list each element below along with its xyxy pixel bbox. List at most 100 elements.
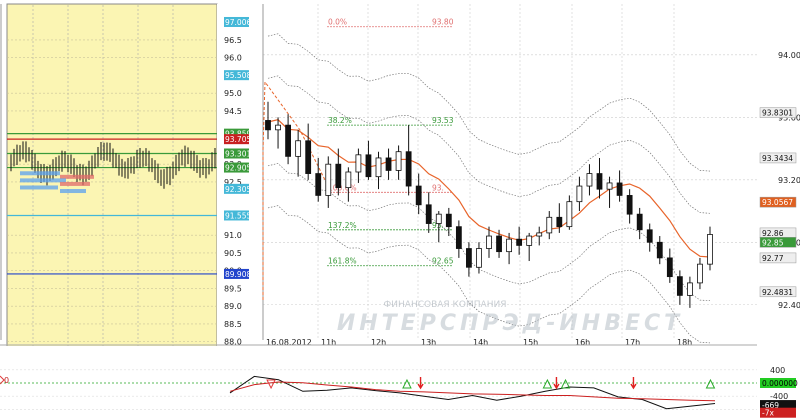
right-price-tag-label: 93.8301 [762,109,793,118]
candle-body-down [656,241,663,259]
candle-body-up [476,248,482,268]
right-price-tag-label: 92.4831 [762,288,793,297]
right-tick-label: 92.40 [778,301,800,310]
candle-body-down [335,163,342,189]
candle-body-down [315,173,322,196]
fibonacci-percent-label: 0.0% [328,18,347,27]
candle-body-down [596,173,603,190]
time-tick-label: 15h [523,338,538,347]
left-chart-background [6,3,218,405]
candle-body-up [546,216,553,234]
candle-body-up [486,235,492,249]
candle-body-down [455,226,462,249]
candle-body-up [536,232,543,237]
fibonacci-price-label: 93.80 [432,18,454,27]
candle-body-up [697,263,703,284]
fibonacci-price-label: 93. [432,221,444,230]
time-tick-label: 16h [575,338,590,347]
candle-body-down [516,238,523,246]
left-tick-label: 88.5 [224,320,242,329]
buy-signal-triangle [542,378,553,389]
candle-body-up [295,140,302,157]
left-price-tag [224,183,249,194]
sell-arrow-marker [630,377,637,390]
right-price-tag [759,107,797,118]
sell-signal-triangle [266,379,276,390]
osc-left-marker [0,375,5,385]
candle-body-up [345,171,352,189]
candle-body-down [636,213,643,231]
time-tick-label: 18h [677,338,692,347]
left-price-tag-label: 92.305 [225,185,251,194]
left-tick-label: 92.5 [224,178,242,187]
right-price-tag [759,237,797,248]
candle-body-up [375,157,382,178]
right-price-tag [759,196,797,208]
left-price-tag-label: 97.006 [225,18,251,27]
left-price-tag-label: 89.908 [225,270,251,279]
candle-body-down [646,229,653,243]
right-price-tag-label: 92.77 [762,254,784,263]
left-tick-label: 96.5 [224,36,242,45]
candle-body-up [576,185,583,203]
watermark-line2: ИНТЕРСПРЭД-ИНВЕСТ [337,311,683,336]
candle-body-down [415,185,422,206]
candlestick-series [265,101,713,308]
osc-level-tag-label: -7x [762,409,774,418]
left-price-tag-label: 92.905 [225,164,251,173]
left-tick-label: 89.0 [224,302,242,311]
candle-body-down [496,235,502,253]
right-axis-background [757,0,800,420]
left-price-tag-label: 93.705 [225,135,251,144]
buy-signal-triangle [705,378,716,389]
right-price-tag [759,152,797,164]
osc-level-tag-label: 0.000000 [762,379,798,388]
left-tick-label: 94.5 [224,107,242,116]
candle-body-down [556,216,563,228]
left-price-tag [224,70,249,81]
candle-body-up [687,282,693,296]
volume-profile-block [20,171,60,176]
volume-profile-block [60,174,94,179]
candle-body-up [586,173,593,187]
candle-body-up [395,151,402,171]
candle-body-down [385,157,392,171]
left-price-tag-label: 93.859 [225,130,251,139]
time-axis: 16.08.2012 11h 12h 13h 14h 15h 16h 17h 18h [266,338,692,347]
left-tick-label: 91.0 [224,231,242,240]
osc-level-tag [760,378,796,388]
left-tick-label: 95.0 [224,89,242,98]
right-price-tag-label: 93.3434 [762,154,793,163]
candle-body-up [707,234,713,265]
right-price-tag-label: 92.86 [762,229,784,238]
candle-body-down [616,182,623,196]
candle-body-up [506,238,512,253]
fibonacci-percent-label: 38.2% [328,116,352,125]
right-tick-label: 94.00 [778,51,800,60]
candle-body-up [606,182,613,190]
right-price-tag-label: 92.85 [762,238,784,247]
candle-body-down [626,195,633,215]
time-tick-label: 14h [473,338,488,347]
fibonacci-price-label: 93. [432,183,444,192]
sell-arrow-marker [417,377,424,390]
candle-body-down [445,213,452,228]
zigzag-line [262,80,331,300]
left-price-axis: 86.587.087.588.088.589.089.590.090.591.0… [217,4,251,404]
osc-tick-label: -400 [770,392,788,401]
left-price-tag [224,128,249,139]
left-price-tag-label: 93.301 [225,149,251,158]
watermark-line1: ФИНАНСОВАЯ КОМПАНИЯ [384,300,507,310]
fibonacci-levels: 0.0% 93.80 38.2% 93.53 100.0% 93. 137.2% 93. 161… [327,18,454,267]
time-tick-label: 17h [625,338,640,347]
left-tick-label: 89.5 [224,284,242,293]
left-price-tag [224,210,249,221]
oscillator-signal-line [229,381,716,402]
candle-body-down [265,120,271,131]
volume-profile-block [20,185,58,190]
fibonacci-percent-label: 100.0% [328,183,357,192]
volume-profile-block [60,189,86,194]
fibonacci-price-label: 93.53 [432,116,454,125]
volume-profile-block [20,178,66,183]
